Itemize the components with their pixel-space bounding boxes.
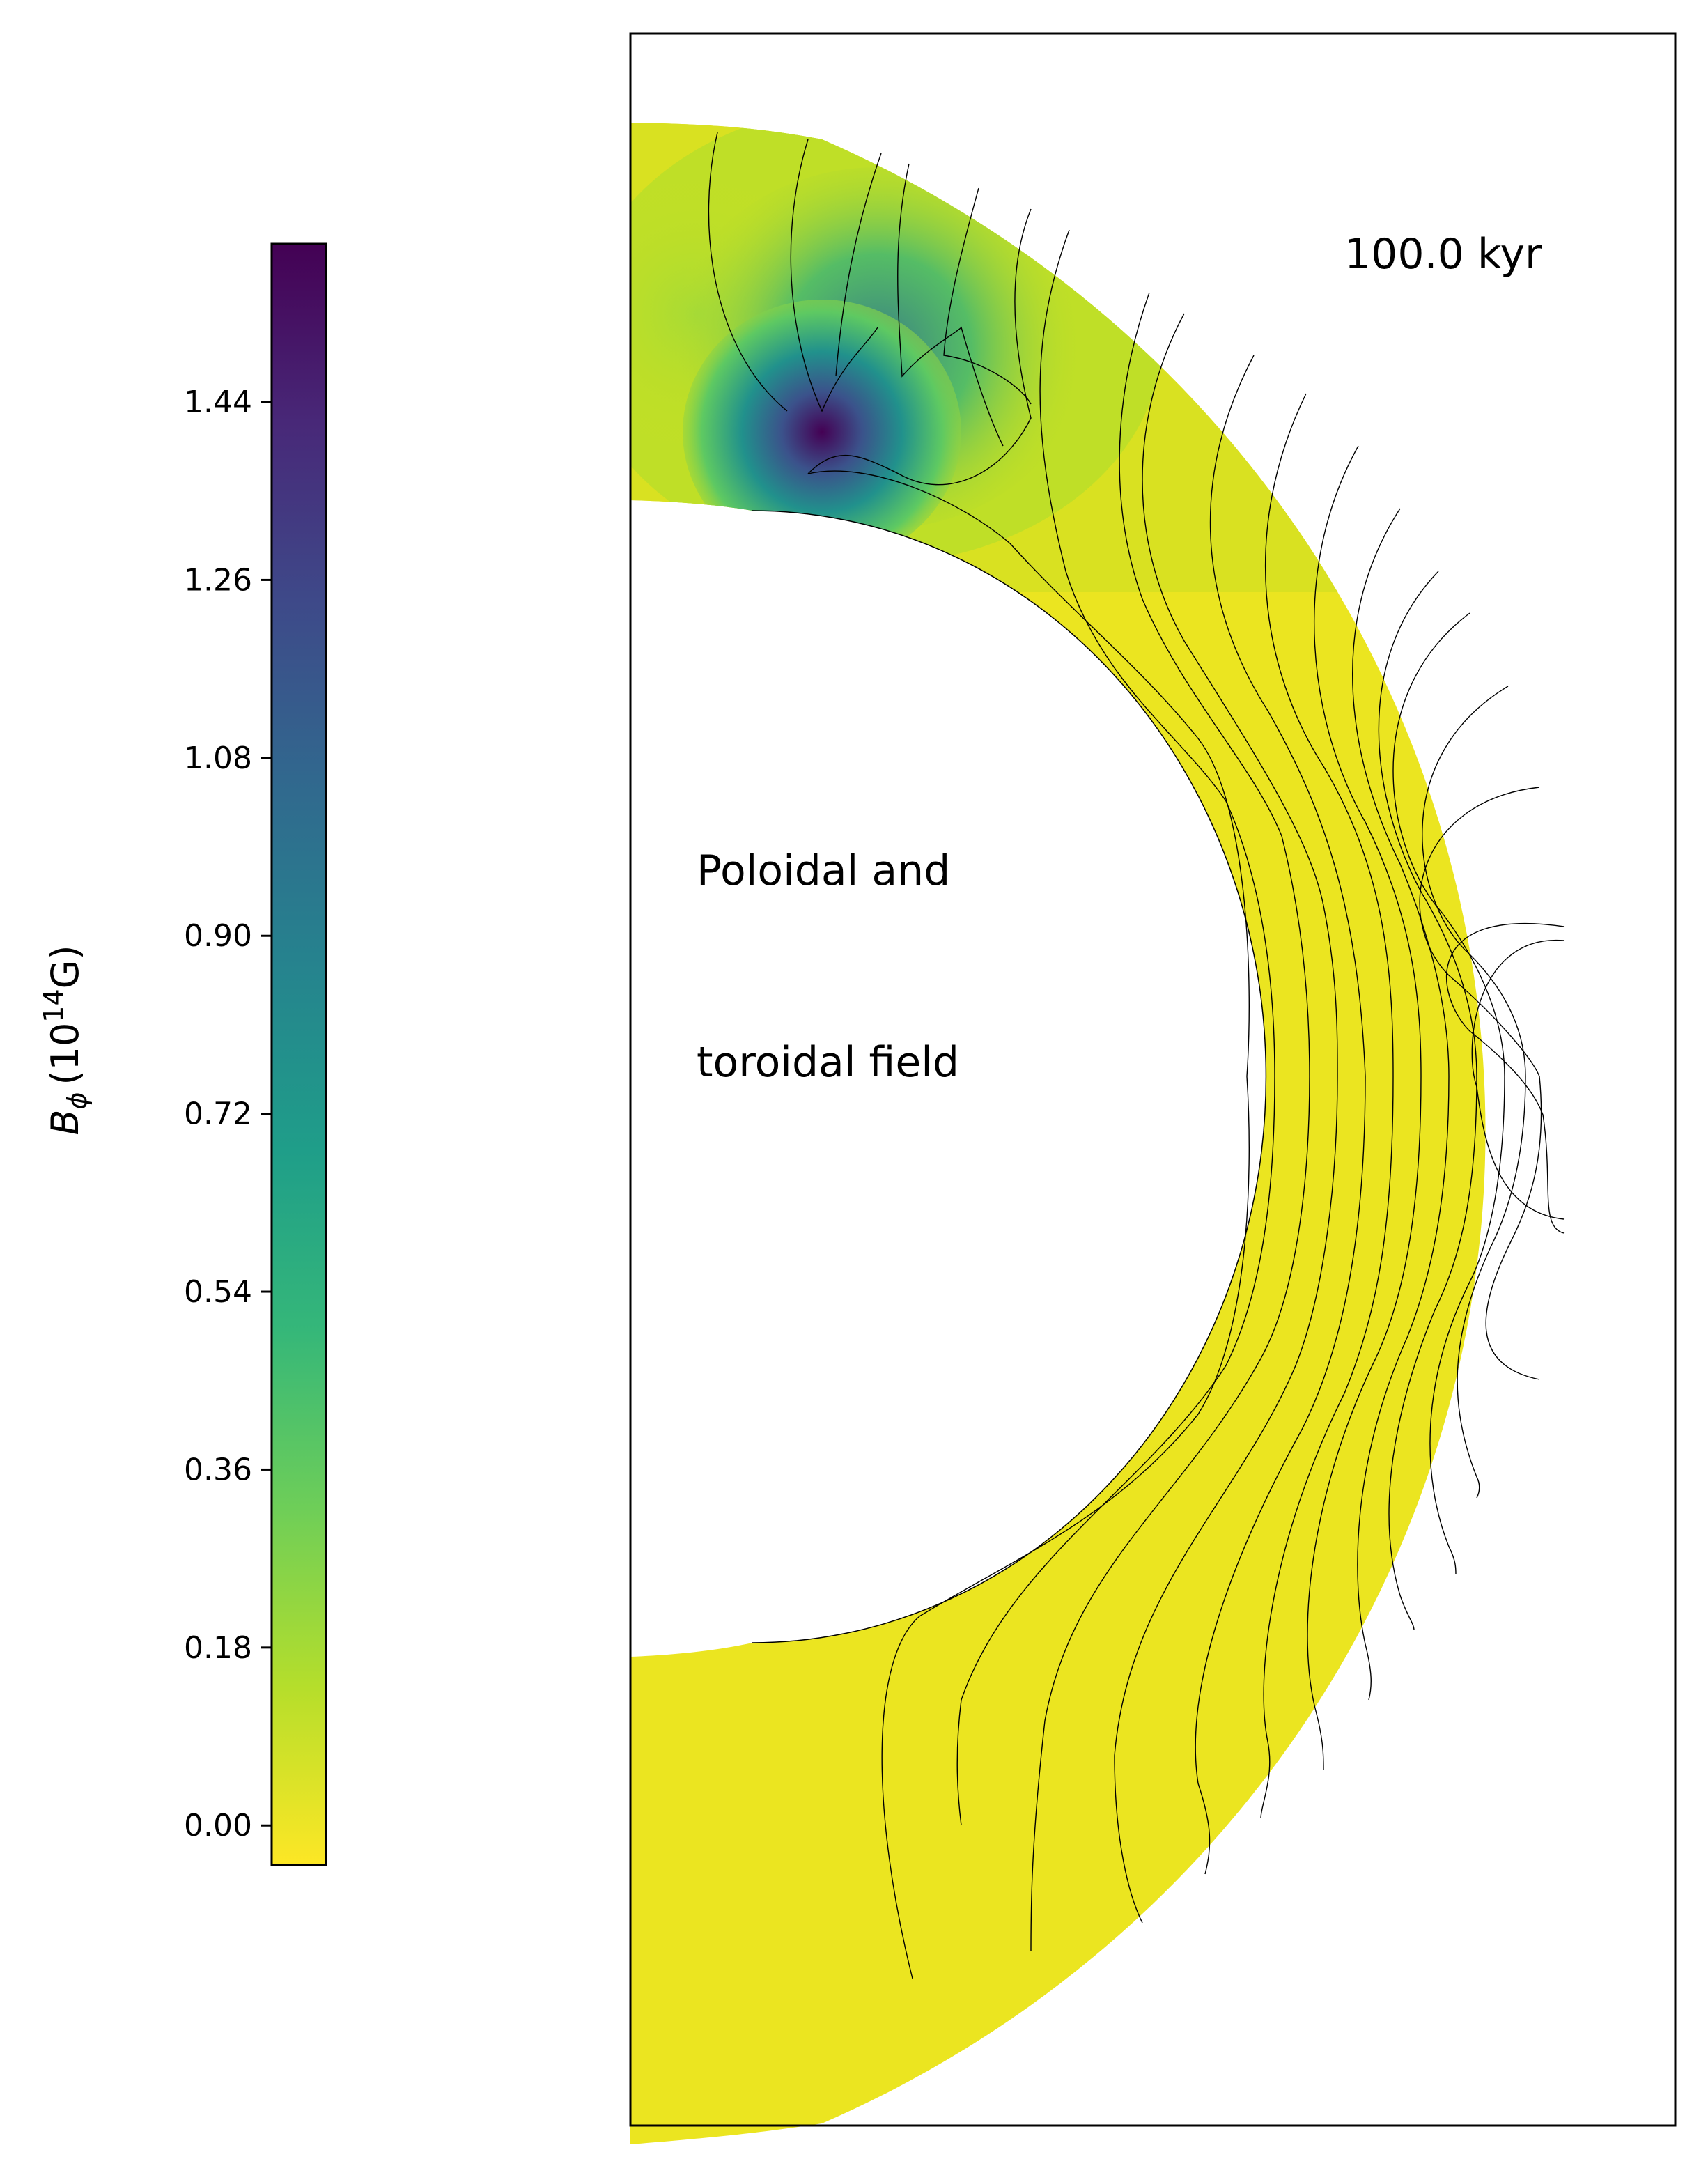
crust-region	[630, 123, 1486, 2144]
inner-boundary	[752, 510, 1267, 1643]
colorbar-tick-label: 0.36	[184, 1452, 252, 1487]
colorbar-label: Bϕ(1014G)	[38, 945, 93, 1135]
annotation-line-2: toroidal field	[697, 1038, 959, 1087]
colorbar-tick-label: 1.26	[184, 562, 252, 598]
field-line	[943, 187, 1032, 405]
field-line	[1422, 686, 1526, 1499]
field-line	[1378, 571, 1477, 1631]
colorbar-gradient	[270, 242, 327, 1866]
field-line	[1030, 292, 1310, 1951]
colorbar-tick-label: 0.18	[184, 1630, 252, 1666]
axes-frame	[629, 32, 1677, 2127]
field-line	[708, 132, 788, 412]
field-line	[1307, 445, 1422, 1770]
field-line	[807, 208, 1032, 486]
colorbar-ticks: 0.00 0.18 0.36 0.54 0.72 0.90 1.08 1.26 1.44	[184, 385, 272, 1843]
field-line	[1419, 787, 1542, 1380]
time-label: 100.0 kyr	[1344, 230, 1542, 279]
field-line	[1445, 922, 1565, 1234]
field-lines	[708, 132, 1565, 1979]
field-line	[1260, 393, 1394, 1819]
field-line	[956, 229, 1275, 1826]
field-line	[897, 163, 1004, 447]
colorbar: 0.00 0.18 0.36 0.54 0.72 0.90 1.08 1.26 1.44 Bϕ(…	[38, 242, 327, 1866]
hotspot-core	[683, 300, 961, 564]
field-line	[1471, 940, 1565, 1220]
field-map-panel: 100.0 kyr Poloidal and toroidal field	[629, 32, 1677, 2144]
field-line	[807, 470, 1250, 1979]
field-line	[1114, 313, 1338, 1924]
field-line	[835, 153, 882, 377]
colorbar-tick-label: 1.44	[184, 385, 252, 420]
annotation-line-1: Poloidal and	[697, 846, 950, 895]
field-line	[790, 139, 878, 412]
field-line	[1195, 355, 1366, 1875]
colorbar-tick-label: 1.08	[184, 741, 252, 776]
field-line	[1392, 612, 1505, 1575]
colorbar-tick-label: 0.54	[184, 1274, 252, 1310]
colorbar-tick-label: 0.72	[184, 1097, 252, 1132]
colorbar-tick-label: 0.90	[184, 918, 252, 954]
colorbar-tick-label: 0.00	[184, 1808, 252, 1843]
field-line	[1352, 508, 1450, 1701]
